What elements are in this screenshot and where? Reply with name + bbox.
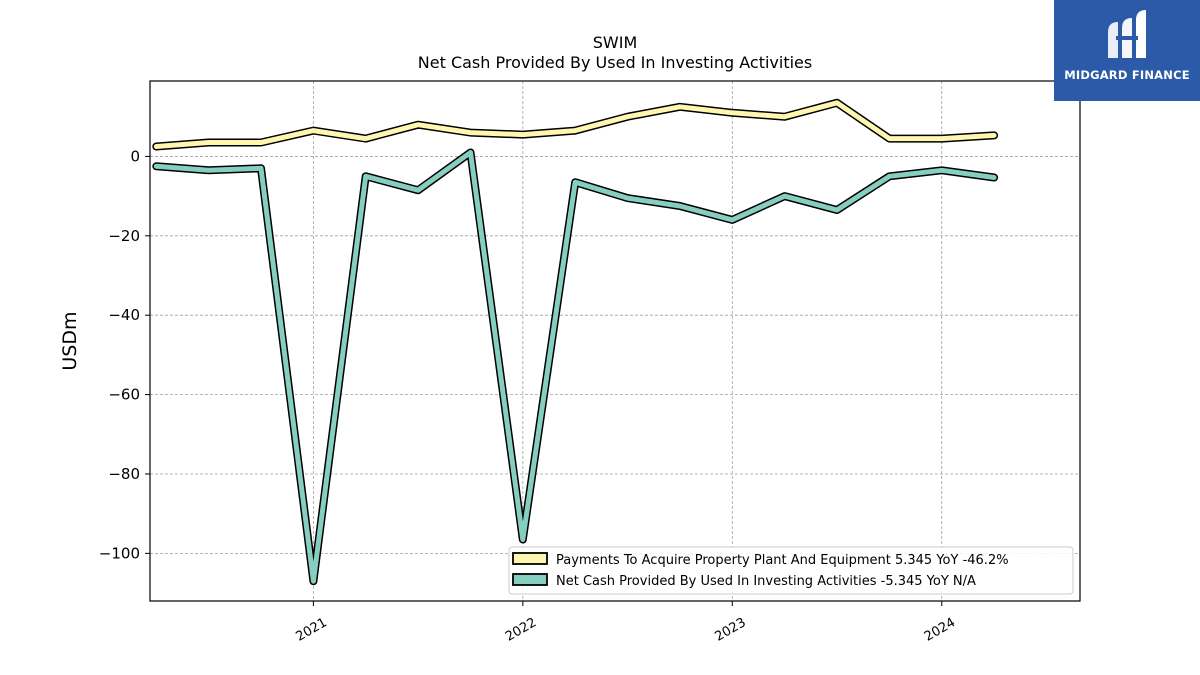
x-axis: 2021 2022 2023 2024	[294, 601, 958, 645]
y-tick-label: −40	[108, 306, 140, 324]
grid	[150, 81, 1080, 601]
y-tick-label: −60	[108, 386, 140, 404]
legend-swatch-ppe	[512, 552, 548, 565]
legend-box	[508, 546, 1074, 595]
x-tick-label: 2021	[294, 615, 330, 645]
midgard-finance-logo: MIDGARD FINANCE	[1054, 0, 1200, 101]
legend-label-ppe: Payments To Acquire Property Plant And E…	[556, 553, 1009, 568]
y-axis-label: USDm	[59, 311, 81, 370]
y-tick-label: −80	[108, 465, 140, 483]
legend-label-investing: Net Cash Provided By Used In Investing A…	[556, 574, 976, 589]
y-tick-label: −100	[99, 544, 140, 562]
series-group	[152, 98, 999, 586]
series-outline-1	[152, 148, 999, 586]
legend-swatch-investing	[512, 573, 548, 586]
series-line-1	[153, 150, 997, 584]
legend: Payments To Acquire Property Plant And E…	[508, 546, 1074, 595]
y-tick-label: −20	[108, 227, 140, 245]
chart-title: SWIM	[593, 33, 638, 52]
plot-area-frame	[149, 80, 1081, 602]
x-tick-label: 2022	[503, 615, 539, 645]
series-line-0	[153, 100, 997, 149]
logo-text: MIDGARD FINANCE	[1064, 68, 1190, 82]
y-axis: 0 −20 −40 −60 −80 −100	[99, 147, 150, 562]
chart-subtitle: Net Cash Provided By Used In Investing A…	[418, 53, 812, 72]
logo-mark-icon	[1108, 10, 1146, 58]
x-tick-label: 2024	[922, 615, 958, 645]
y-tick-label: 0	[130, 147, 140, 165]
x-tick-label: 2023	[712, 615, 748, 645]
